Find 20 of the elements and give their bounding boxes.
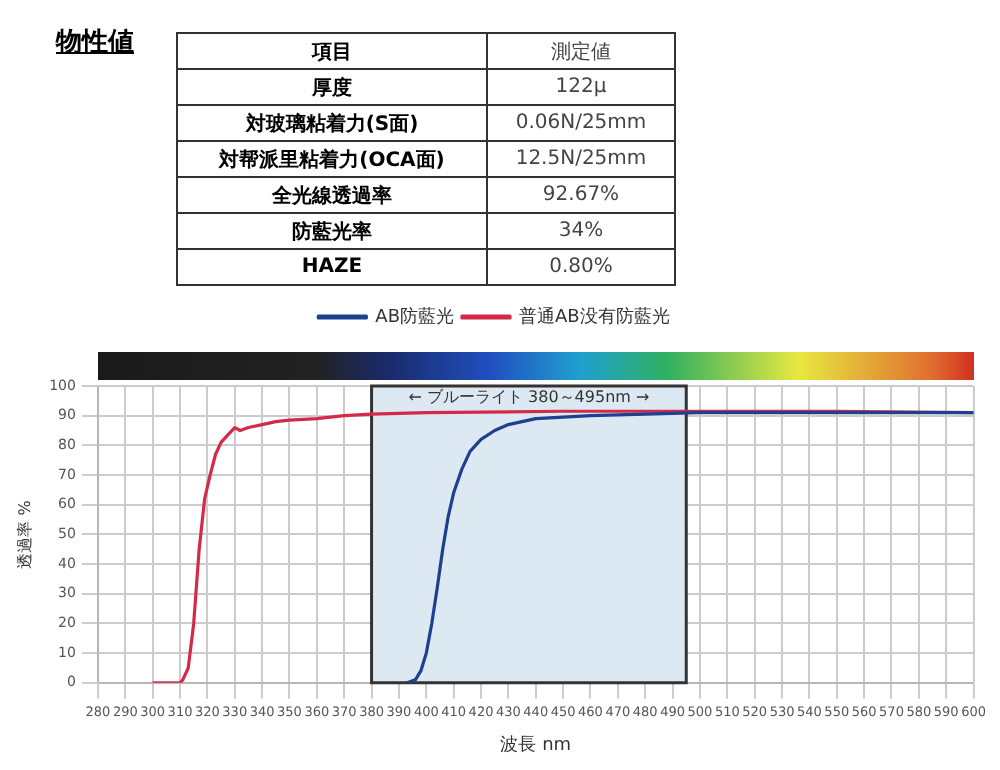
category-label: 項目 xyxy=(177,33,487,69)
text: 122μ xyxy=(555,76,607,98)
category-label: 対帮派里粘着力(OCA面) xyxy=(177,141,487,177)
text: 92.67% xyxy=(542,184,620,206)
category-label: 対玻璃粘着力(S面) xyxy=(177,105,487,141)
legend-label: 普通AB没有防藍光 xyxy=(519,305,670,328)
text: 0.06N/25mm xyxy=(515,112,647,134)
band-label: ← ブルーライト 380～495nm → xyxy=(408,388,650,407)
category-label: 防藍光率 xyxy=(177,213,487,249)
legend-label: AB防藍光 xyxy=(375,305,455,328)
x-axis-title: 波長 nm xyxy=(500,733,572,756)
text: 0.80% xyxy=(549,256,613,278)
category-label: 厚度 xyxy=(177,69,487,105)
y-axis-title: 透過率 % xyxy=(15,499,34,569)
text: 12.5N/25mm xyxy=(515,148,647,170)
text: 測定値 xyxy=(551,41,611,63)
text: 物性値 xyxy=(56,26,134,60)
category-label: HAZE xyxy=(177,249,487,285)
text: 34% xyxy=(558,220,604,242)
category-label: 全光線透過率 xyxy=(177,177,487,213)
